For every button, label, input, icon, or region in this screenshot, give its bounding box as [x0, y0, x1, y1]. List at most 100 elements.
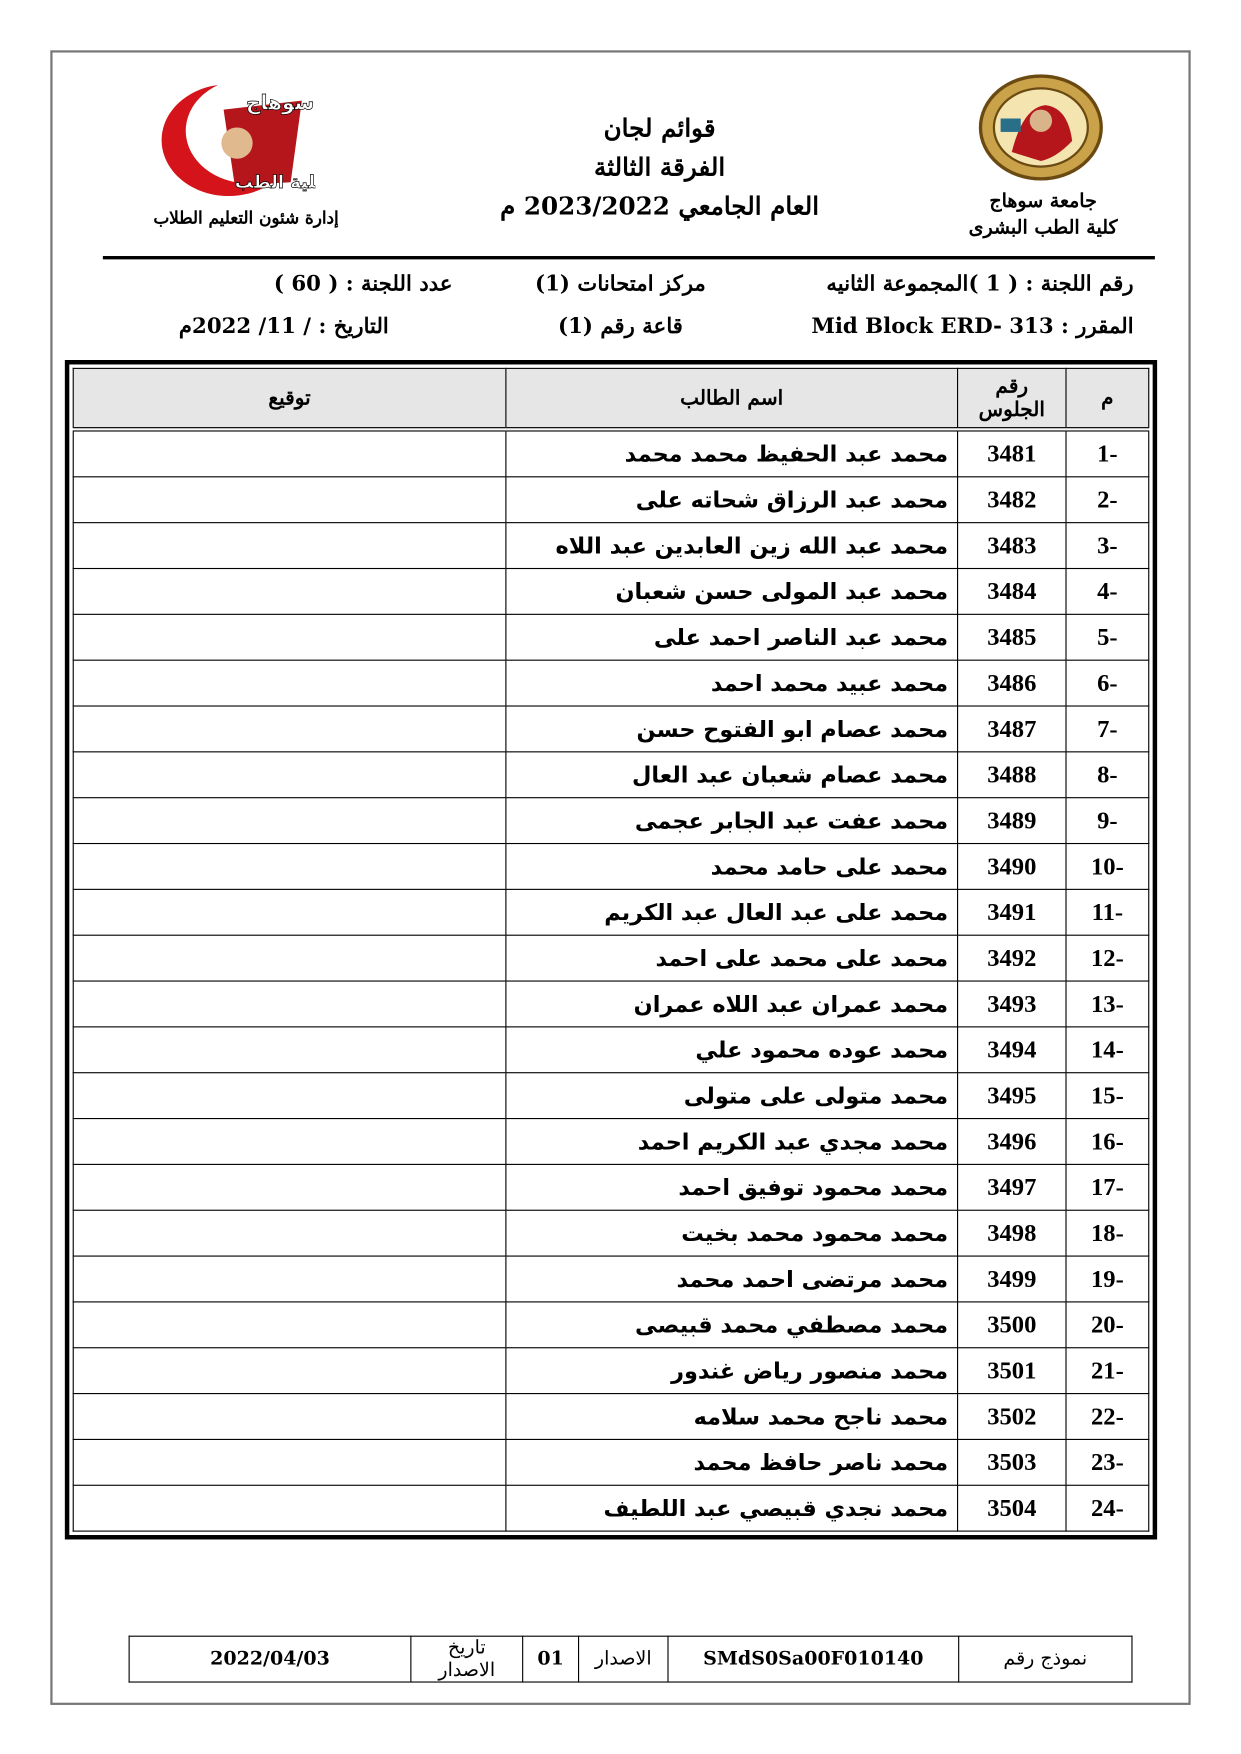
- svg-text:كلية الطب: كلية الطب: [235, 172, 315, 193]
- footer-issue-date: 2022/04/03: [128, 1635, 412, 1683]
- university-logo: [978, 74, 1103, 181]
- svg-text:جامعة سوهاج: جامعة سوهاج: [246, 91, 315, 115]
- row-number: -16: [1065, 1118, 1150, 1165]
- footer-table: نموذج رقم SMdS0Sa00F010140 الاصدار 01 تاريخ …: [128, 1635, 1133, 1683]
- seat-number: 3487: [957, 705, 1067, 753]
- university-name: جامعة سوهاج: [989, 190, 1097, 213]
- signature-cell: [72, 1438, 507, 1486]
- seat-number: 3503: [957, 1438, 1067, 1486]
- row-number: -9: [1065, 797, 1150, 845]
- table: م رقم الجلوس اسم الطالب توقيع -1 3481 محمد عب…: [72, 367, 1150, 1532]
- row-number: -22: [1065, 1393, 1150, 1440]
- committee-count: عدد اللجنة : ( 60 ): [273, 271, 453, 297]
- student-row: -14 3494 محمد عوده محمود علي: [72, 1026, 1150, 1074]
- row-number: -20: [1065, 1301, 1150, 1349]
- student-name: محمد عبد الحفيظ محمد محمد: [505, 428, 959, 478]
- student-row: -20 3500 محمد مصطفي محمد قبيصى: [72, 1301, 1150, 1349]
- signature-cell: [72, 1163, 507, 1211]
- row-number: -18: [1065, 1209, 1150, 1257]
- student-name: محمد عبد الناصر احمد على: [505, 613, 959, 661]
- row-number: -19: [1065, 1255, 1150, 1303]
- student-name: محمد مرتضى احمد محمد: [505, 1255, 959, 1303]
- row-number: -14: [1065, 1026, 1150, 1074]
- row-number: -2: [1065, 476, 1150, 524]
- seat-number: 3489: [957, 797, 1067, 845]
- signature-cell: [72, 659, 507, 707]
- row-number: -10: [1065, 842, 1150, 890]
- header-row: م رقم الجلوس اسم الطالب توقيع: [72, 367, 1150, 432]
- student-name: محمد ناجح محمد سلامه: [505, 1393, 959, 1440]
- signature-cell: [72, 1484, 507, 1532]
- student-name: محمد عبد الرزاق شحاته على: [505, 476, 959, 524]
- seat-number: 3504: [957, 1484, 1067, 1532]
- seat-number: 3498: [957, 1209, 1067, 1257]
- table-body: -1 3481 محمد عبد الحفيظ محمد محمد -2 3482 محم…: [72, 428, 1150, 1532]
- student-name: محمد عصام ابو الفتوح حسن: [505, 705, 959, 753]
- seat-number: 3483: [957, 522, 1067, 570]
- seat-number: 3492: [957, 934, 1067, 982]
- student-row: -3 3483 محمد عبد الله زين العابدين عبد الل…: [72, 522, 1150, 570]
- student-row: -12 3492 محمد على محمد على احمد: [72, 934, 1150, 982]
- signature-cell: [72, 751, 507, 799]
- student-row: -19 3499 محمد مرتضى احمد محمد: [72, 1255, 1150, 1303]
- student-name: محمد عبد الله زين العابدين عبد اللاه: [505, 522, 959, 570]
- seat-number: 3497: [957, 1163, 1067, 1211]
- footer-issue: 01: [522, 1635, 580, 1683]
- signature-cell: [72, 1393, 507, 1440]
- student-name: محمد نجدي قبيصي عبد اللطيف: [505, 1484, 959, 1532]
- student-row: -10 3490 محمد على حامد محمد: [72, 842, 1150, 890]
- student-name: محمد عصام شعبان عبد العال: [505, 751, 959, 799]
- course: المقرر : Mid Block ERD- 313: [811, 314, 1134, 339]
- signature-cell: [72, 613, 507, 661]
- footer-form-number: SMdS0Sa00F010140: [667, 1635, 960, 1683]
- student-name: محمد عفت عبد الجابر عجمى: [505, 797, 959, 845]
- row-number: -8: [1065, 751, 1150, 799]
- student-row: -1 3481 محمد عبد الحفيظ محمد محمد: [72, 428, 1150, 478]
- signature-cell: [72, 980, 507, 1028]
- row-number: -12: [1065, 934, 1150, 982]
- footer: نموذج رقم SMdS0Sa00F010140 الاصدار 01 تاريخ …: [128, 1635, 1133, 1683]
- student-name: محمد مصطفي محمد قبيصى: [505, 1301, 959, 1349]
- seat-number: 3501: [957, 1347, 1067, 1395]
- student-row: -13 3493 محمد عمران عبد اللاه عمران: [72, 980, 1150, 1028]
- footer-row: نموذج رقم SMdS0Sa00F010140 الاصدار 01 تاريخ …: [128, 1635, 1133, 1683]
- row-number: -23: [1065, 1438, 1150, 1486]
- student-name: محمد منصور رياض غندور: [505, 1347, 959, 1395]
- row-number: -7: [1065, 705, 1150, 753]
- signature-cell: [72, 888, 507, 936]
- row-number: -6: [1065, 659, 1150, 707]
- committee-number: رقم اللجنة : ( 1 )المجموعة الثانيه: [826, 271, 1134, 297]
- signature-cell: [72, 567, 507, 615]
- seat-number: 3500: [957, 1301, 1067, 1349]
- seat-number: 3482: [957, 476, 1067, 524]
- footer-issue-date-label: تاريخ الاصدار: [410, 1635, 524, 1683]
- hall: قاعة رقم (1): [558, 314, 683, 339]
- signature-cell: [72, 1347, 507, 1395]
- signature-cell: [72, 428, 507, 478]
- column-header: م: [1065, 367, 1150, 432]
- student-name: محمد مجدي عبد الكريم احمد: [505, 1118, 959, 1165]
- student-name: محمد على عبد العال عبد الكريم: [505, 888, 959, 936]
- exam-center: مركز امتحانات (1): [535, 271, 706, 297]
- signature-cell: [72, 705, 507, 753]
- row-number: -4: [1065, 567, 1150, 615]
- signature-cell: [72, 1209, 507, 1257]
- signature-cell: [72, 1026, 507, 1074]
- seat-number: 3484: [957, 567, 1067, 615]
- student-row: -9 3489 محمد عفت عبد الجابر عجمى: [72, 797, 1150, 845]
- student-row: -11 3491 محمد على عبد العال عبد الكريم: [72, 888, 1150, 936]
- row-number: -13: [1065, 980, 1150, 1028]
- student-name: محمد محمود توفيق احمد: [505, 1163, 959, 1211]
- signature-cell: [72, 934, 507, 982]
- row-number: -5: [1065, 613, 1150, 661]
- year-level: الفرقة الثالثة: [594, 153, 726, 183]
- student-name: محمد ناصر حافظ محمد: [505, 1438, 959, 1486]
- footer-form-label: نموذج رقم: [958, 1635, 1133, 1683]
- seat-number: 3499: [957, 1255, 1067, 1303]
- footer-issue-label: الاصدار: [578, 1635, 669, 1683]
- signature-cell: [72, 797, 507, 845]
- column-header: رقم الجلوس: [957, 367, 1067, 432]
- row-number: -24: [1065, 1484, 1150, 1532]
- academic-year: العام الجامعي 2023/2022 م: [500, 192, 820, 222]
